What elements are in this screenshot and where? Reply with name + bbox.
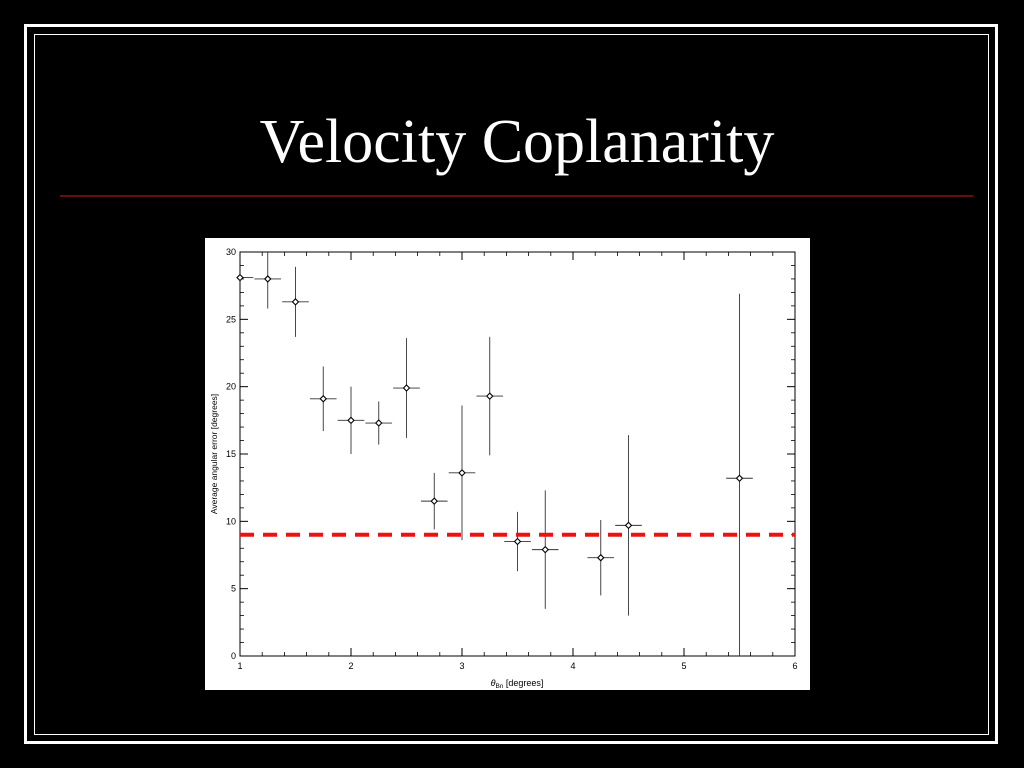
y-axis-label: Average angular error [degrees] [209, 394, 219, 514]
x-tick-label: 1 [237, 661, 242, 671]
x-tick-label: 4 [570, 661, 575, 671]
y-tick-label: 30 [226, 247, 236, 257]
slide-outer-border [24, 24, 998, 744]
x-axis-label: θBn [degrees] [491, 678, 544, 690]
title-divider [60, 195, 973, 197]
x-axis-label-subscript: Bn [495, 683, 503, 690]
data-point-marker [236, 273, 244, 282]
axis-tick-labels: 1 2 3 4 5 6 0 5 10 15 20 25 30 [226, 247, 798, 671]
data-point-marker [374, 419, 383, 427]
data-point-marker [291, 298, 300, 306]
data-point-marker [430, 497, 439, 505]
x-axis-label-symbol: θ [491, 678, 496, 688]
data-point-marker [263, 275, 272, 283]
x-axis-label-unit: [degrees] [503, 678, 543, 688]
chart-panel: 1 2 3 4 5 6 0 5 10 15 20 25 30 Average angular error… [205, 238, 810, 690]
x-tick-label: 5 [681, 661, 686, 671]
slide-inner-border [34, 34, 989, 735]
data-point-marker [402, 384, 411, 392]
data-markers [236, 273, 744, 562]
data-point-marker [735, 474, 744, 483]
data-point-marker [541, 545, 550, 554]
scatter-chart: 1 2 3 4 5 6 0 5 10 15 20 25 30 Average angular error… [209, 247, 798, 690]
plot-frame [239, 251, 796, 657]
data-point-marker [624, 521, 633, 530]
error-bars [240, 252, 753, 656]
y-tick-label: 10 [226, 516, 236, 526]
data-point-marker [347, 416, 355, 425]
data-point-marker [458, 469, 466, 477]
y-tick-label: 20 [226, 382, 236, 392]
y-tick-label: 0 [231, 651, 236, 661]
x-tick-label: 2 [348, 661, 353, 671]
y-tick-label: 15 [226, 449, 236, 459]
axis-ticks [239, 251, 796, 657]
x-tick-label: 6 [792, 661, 797, 671]
data-point-marker [319, 395, 328, 403]
x-tick-label: 3 [459, 661, 464, 671]
data-point-marker [485, 392, 494, 400]
data-point-marker [596, 553, 605, 562]
y-tick-label: 5 [231, 584, 236, 594]
y-tick-label: 25 [226, 314, 236, 324]
slide-title: Velocity Coplanarity [259, 108, 775, 176]
data-point-marker [513, 537, 522, 546]
